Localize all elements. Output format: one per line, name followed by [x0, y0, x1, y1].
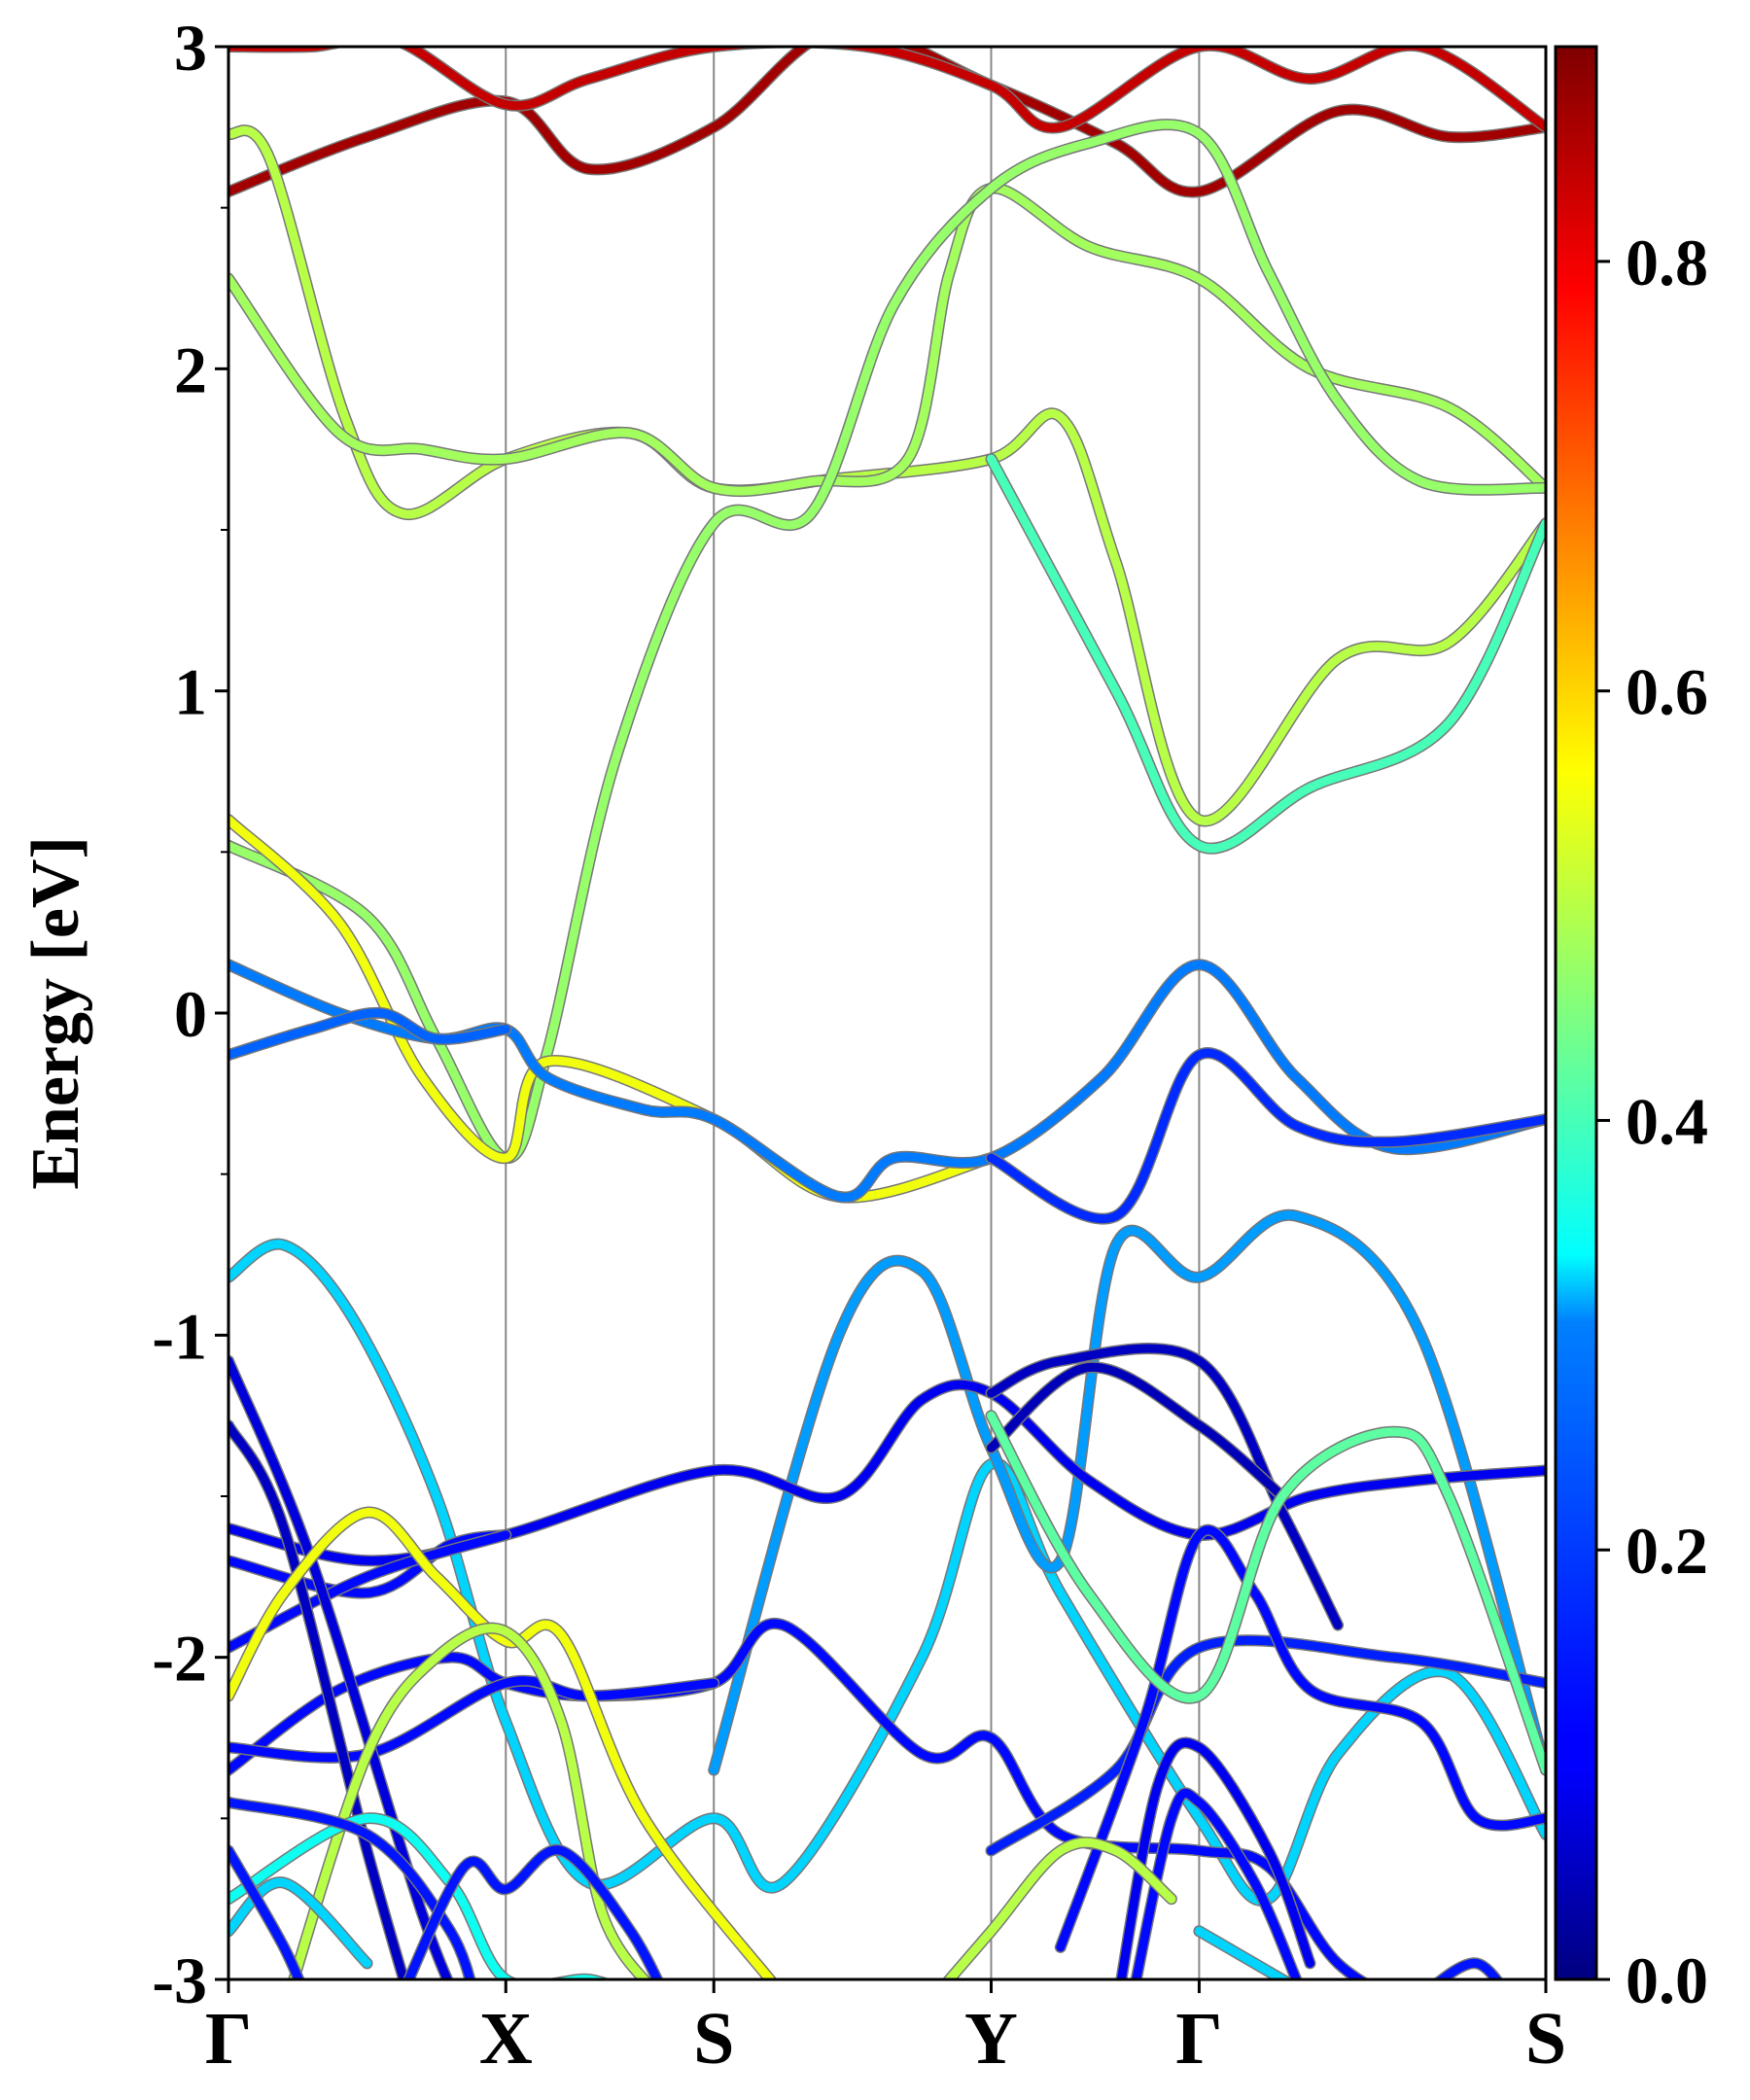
band-12 — [709, 1210, 1546, 1775]
band-16 — [228, 1619, 1368, 1979]
y-axis-title: Energy [eV] — [18, 836, 93, 1190]
band-31 — [228, 1877, 372, 1968]
band-4 — [228, 184, 1546, 496]
band-25 — [1132, 1788, 1301, 1979]
k-point-label: S — [693, 1998, 734, 2080]
k-point-label: S — [1525, 1998, 1566, 2080]
band-outline — [1432, 1957, 1504, 1979]
band-18 — [228, 1356, 452, 1979]
band-35 — [228, 1846, 304, 1979]
k-point-label: Y — [964, 1998, 1018, 2080]
colorbar-tick-label: 0.2 — [1626, 1514, 1708, 1588]
band-32 — [1194, 1926, 1291, 1979]
y-tick-label: 2 — [174, 332, 207, 406]
colorbar-tick-label: 0.8 — [1626, 226, 1708, 299]
band-lines — [228, 47, 1546, 1979]
colorbar-tick-label: 0.6 — [1626, 655, 1708, 729]
band-outline — [228, 119, 1546, 1165]
band-23 — [1056, 1525, 1546, 1952]
high-symmetry-lines — [505, 47, 1201, 1979]
band-27 — [289, 1624, 650, 1979]
band-36 — [1434, 1958, 1502, 1979]
band-22 — [987, 1635, 1546, 1855]
band-7 — [987, 454, 1546, 854]
band-21 — [987, 1362, 1287, 1501]
band-17 — [228, 1676, 718, 1763]
y-tick-label: 1 — [174, 655, 207, 729]
colorbar-tick-label: 0.0 — [1626, 1943, 1708, 2017]
band-11 — [228, 1240, 1546, 1906]
y-tick-label: -2 — [152, 1622, 207, 1696]
y-tick-label: 0 — [174, 977, 207, 1051]
k-point-label: Γ — [1175, 1998, 1222, 2080]
colorbar-axis: 0.0 0.2 0.4 0.6 0.8 — [1596, 226, 1708, 2017]
y-tick-label: 3 — [174, 11, 207, 85]
band-outline — [985, 453, 1546, 855]
band-26 — [228, 1508, 776, 1979]
band-20 — [987, 1344, 1343, 1629]
band-9 — [228, 1008, 510, 1060]
y-axis: -3 -2 -1 0 1 2 3 — [152, 11, 228, 2017]
band-34 — [403, 1845, 662, 1979]
band-24 — [1116, 1738, 1314, 1979]
k-point-label: X — [479, 1998, 533, 2080]
band-10 — [987, 1048, 1546, 1223]
band-5 — [228, 120, 1546, 1163]
y-tick-label: -3 — [152, 1943, 207, 2017]
band-33 — [228, 1798, 475, 1979]
band-19 — [228, 1420, 408, 1979]
band-29 — [987, 1411, 1546, 1775]
y-tick-label: -1 — [152, 1299, 207, 1373]
k-point-label: Γ — [205, 1998, 252, 2080]
colorbar-tick-label: 0.4 — [1626, 1084, 1708, 1158]
band-2 — [228, 47, 1546, 133]
band-28 — [943, 1838, 1176, 1979]
colorbar — [1554, 45, 1598, 1981]
